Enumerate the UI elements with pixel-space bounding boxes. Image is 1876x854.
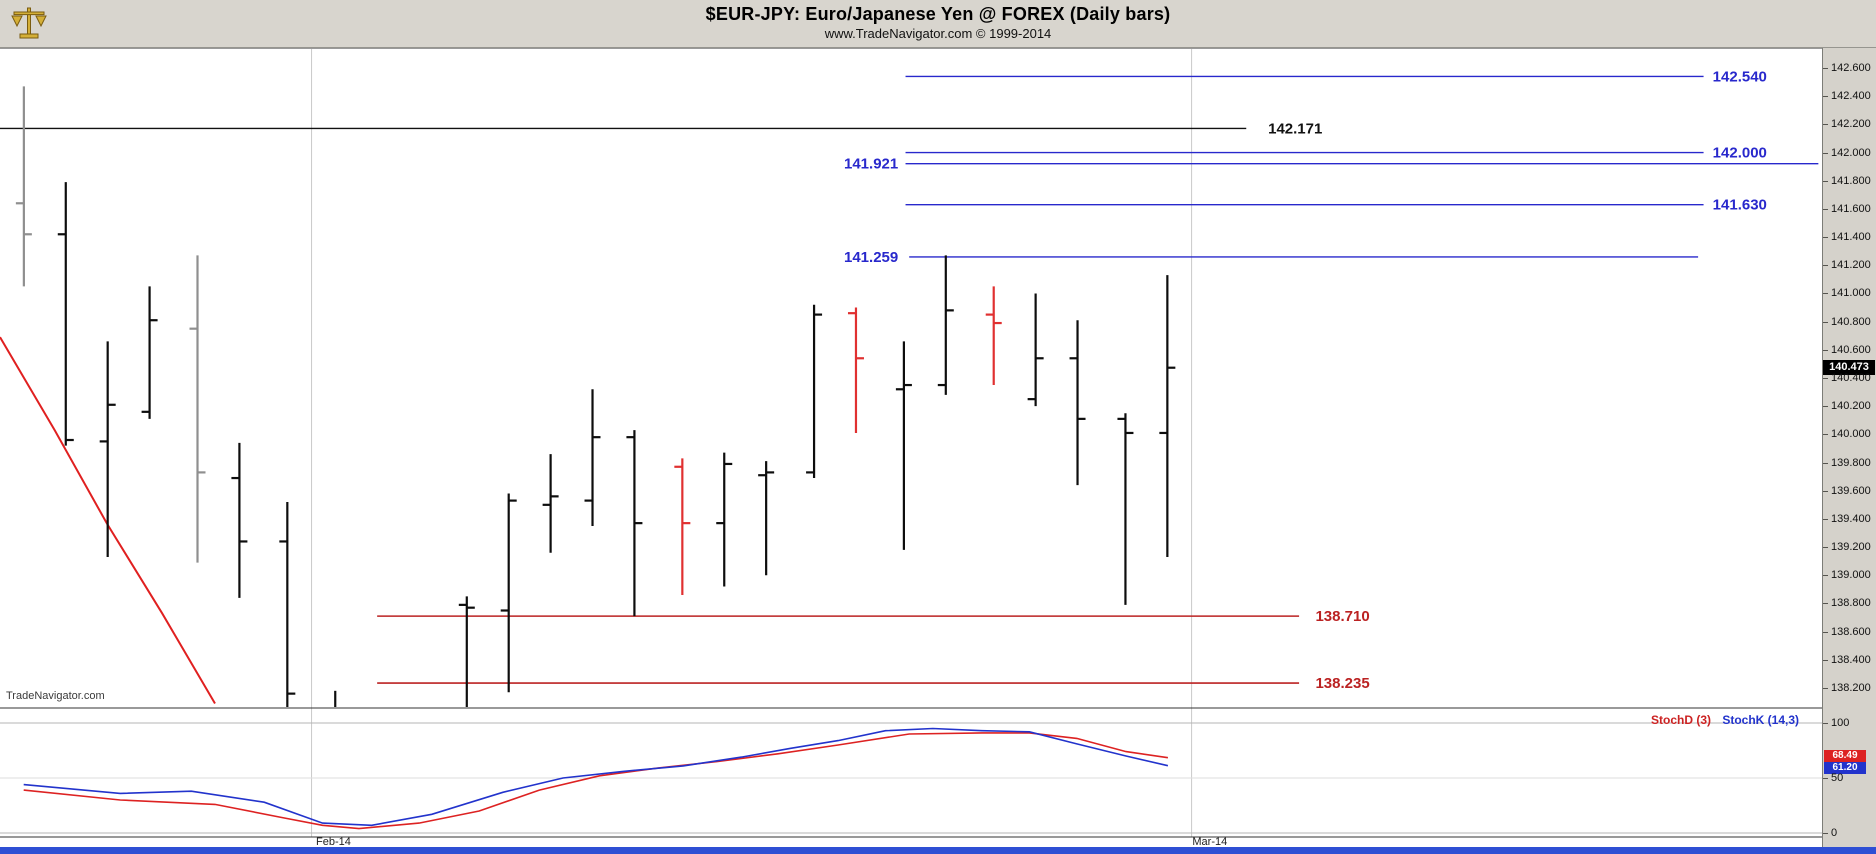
date-label: Feb-14 (315, 836, 351, 848)
price-tick-label: 141.400 (1823, 231, 1871, 243)
ohlc-bar (806, 304, 823, 479)
stoch-d-value-badge: 68.49 (1824, 749, 1866, 762)
ohlc-bar (542, 454, 559, 553)
price-tick-label: 138.400 (1823, 654, 1871, 666)
level-label-141.630: 141.630 (1713, 197, 1767, 214)
chart-header: $EUR-JPY: Euro/Japanese Yen @ FOREX (Dai… (0, 0, 1876, 48)
price-tick-label: 139.400 (1823, 513, 1871, 525)
price-tick-label: 140.000 (1823, 428, 1871, 440)
price-axis[interactable]: 140.473 68.49 61.20 142.600 142.400 142.20… (1822, 48, 1876, 854)
chart-canvas[interactable]: 142.540 142.171 142.000 141.921 141.630 141.2… (0, 48, 1822, 838)
bars-group (15, 86, 1176, 707)
ohlc-bar (279, 502, 296, 707)
ohlc-bar (99, 341, 116, 557)
price-tick-label: 139.000 (1823, 569, 1871, 581)
stoch-d-line (23, 732, 1169, 830)
watermark-label: TradeNavigator.com (6, 690, 105, 702)
tradenavigator-logo-icon (11, 7, 47, 39)
ohlc-bar (1159, 275, 1176, 557)
level-label-142.171: 142.171 (1268, 120, 1322, 137)
price-tick-label: 142.400 (1823, 90, 1871, 102)
price-tick-label: 138.800 (1823, 597, 1871, 609)
price-tick-label: 139.600 (1823, 485, 1871, 497)
ohlc-bar (141, 286, 158, 419)
price-tick-label: 142.200 (1823, 118, 1871, 130)
price-tick-label: 140.800 (1823, 316, 1871, 328)
ohlc-bar (716, 452, 733, 587)
price-tick-label: 141.000 (1823, 287, 1871, 299)
stoch-k-line (23, 727, 1169, 827)
price-tick-label: 139.200 (1823, 541, 1871, 553)
ohlc-bar (458, 596, 475, 707)
last-price-badge: 140.473 (1823, 359, 1875, 375)
stoch-k-value-badge: 61.20 (1824, 761, 1866, 774)
ohlc-bar (847, 307, 864, 433)
ohlc-bar (15, 86, 32, 287)
price-tick-label: 142.600 (1823, 62, 1871, 74)
ohlc-bar (1069, 320, 1086, 486)
price-tick-label: 139.800 (1823, 457, 1871, 469)
level-label-141.921: 141.921 (844, 156, 898, 173)
ohlc-bar (1027, 293, 1044, 407)
stoch-tick-label: 100 (1823, 717, 1849, 729)
ohlc-bar (937, 255, 954, 395)
price-tick-label: 138.600 (1823, 626, 1871, 638)
ohlc-bar (231, 442, 248, 598)
ohlc-bar (674, 458, 691, 595)
chart-subtitle: www.TradeNavigator.com © 1999-2014 (824, 26, 1052, 41)
date-axis: Feb-14 Mar-14 (0, 836, 1822, 848)
price-tick-label: 140.200 (1823, 400, 1871, 412)
stoch-tick-label: 50 (1823, 772, 1843, 784)
ohlc-bar (1117, 413, 1134, 605)
ohlc-bar (584, 389, 601, 526)
price-tick-label: 138.200 (1823, 682, 1871, 694)
stoch-d-legend[interactable]: StochD (3) (1651, 713, 1711, 727)
stoch-k-legend[interactable]: StochK (14,3) (1722, 713, 1799, 727)
price-tick-label: 140.400 (1823, 372, 1871, 384)
price-tick-label: 142.000 (1823, 147, 1871, 159)
stoch-tick-label: 0 (1823, 827, 1837, 839)
ohlc-bar (189, 255, 206, 563)
chart-title: $EUR-JPY: Euro/Japanese Yen @ FOREX (Dai… (705, 4, 1171, 24)
level-label-141.259: 141.259 (844, 249, 898, 266)
level-label-138.235: 138.235 (1315, 675, 1369, 692)
level-label-142.540: 142.540 (1713, 68, 1767, 85)
price-tick-label: 141.800 (1823, 175, 1871, 187)
ohlc-bar (985, 286, 1002, 386)
price-tick-label: 141.200 (1823, 259, 1871, 271)
level-label-142.000: 142.000 (1713, 145, 1767, 162)
level-label-138.710: 138.710 (1315, 608, 1369, 625)
ohlc-bar (758, 461, 775, 576)
price-tick-label: 141.600 (1823, 203, 1871, 215)
ohlc-bar (626, 430, 643, 617)
ohlc-bar (500, 493, 517, 693)
ohlc-bar (57, 182, 74, 446)
timeline-scrollbar[interactable] (0, 847, 1876, 854)
price-tick-label: 140.600 (1823, 344, 1871, 356)
ohlc-bar (895, 341, 912, 550)
date-label: Mar-14 (1192, 836, 1228, 848)
